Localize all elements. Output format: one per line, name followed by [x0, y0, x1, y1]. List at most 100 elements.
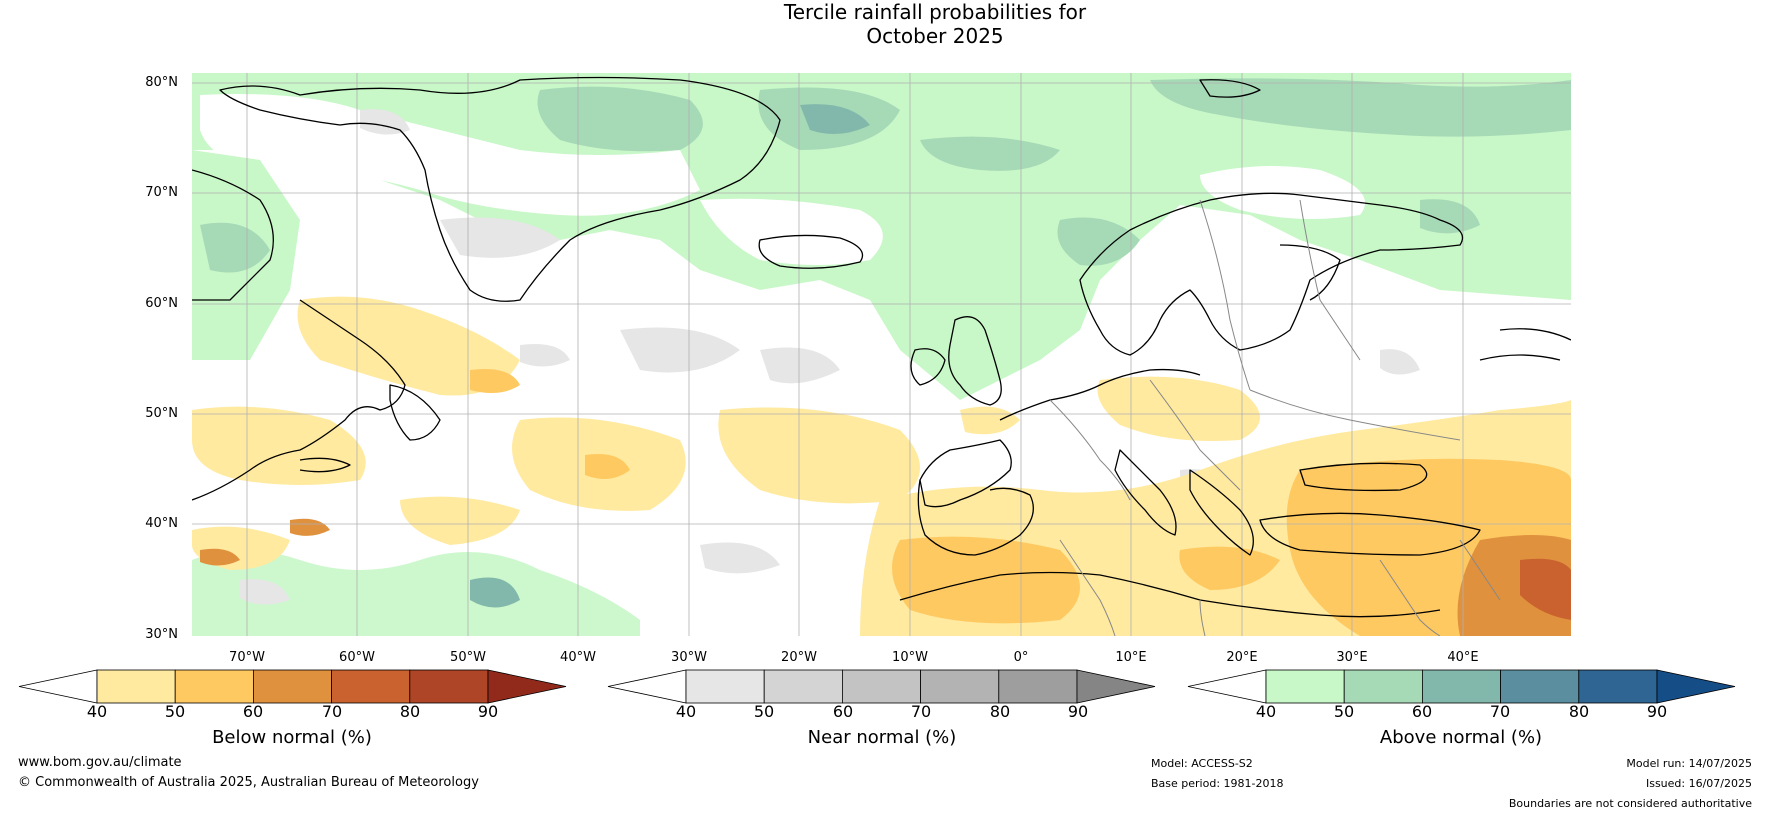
cbar-above-tick-80: 80 [1568, 702, 1590, 721]
cbar-near-bin-1 [763, 669, 843, 704]
coastlines [192, 76, 1571, 618]
cbar-near-tick-60: 60 [832, 702, 854, 721]
cbar-above-bin-0 [1265, 669, 1345, 704]
near-normal-patch [700, 542, 780, 574]
near-normal-patch [760, 347, 840, 384]
map-title: Tercile rainfall probabilities for Octob… [50, 0, 1770, 48]
footer-model: Model: ACCESS-S2 [1151, 757, 1253, 770]
footer-copyright: © Commonwealth of Australia 2025, Austra… [18, 775, 479, 790]
cbar-near-tick-80: 80 [989, 702, 1011, 721]
below-normal-region [1097, 376, 1260, 441]
footer-model-run: Model run: 14/07/2025 [1626, 757, 1752, 770]
lon-label-40w: 40°W [560, 650, 596, 665]
below-normal-region [960, 406, 1020, 435]
cbar-above-label: Above normal (%) [1379, 727, 1543, 748]
colorbars [18, 669, 1736, 704]
below-normal-60 [892, 536, 1080, 624]
footer-website: www.bom.gov.au/climate [18, 755, 182, 770]
cbar-above-bin-4 [1578, 669, 1658, 704]
cbar-above-bin-3 [1500, 669, 1580, 704]
title-line-2: October 2025 [866, 24, 1004, 48]
cbar-above-extend-low [1187, 669, 1267, 704]
neutral-patch [200, 94, 700, 216]
cbar-near-tick-90: 90 [1067, 702, 1089, 721]
footer-base-period: Base period: 1981-2018 [1151, 777, 1284, 790]
cbar-near-bin-3 [920, 669, 1000, 704]
above-normal-60 [1150, 78, 1571, 137]
below-normal-60 [585, 454, 630, 479]
near-normal-patch [620, 327, 740, 373]
cbar-near-label: Near normal (%) [807, 727, 957, 748]
below-normal-60 [470, 369, 520, 394]
cbar-near-extend-high [1076, 669, 1156, 704]
above-normal-region [192, 550, 640, 636]
near-normal-patch [1380, 349, 1420, 375]
lon-label-70w: 70°W [229, 650, 265, 665]
lon-label-50w: 50°W [450, 650, 486, 665]
near-normal-patch [440, 217, 560, 258]
cbar-near-tick-40: 40 [675, 702, 697, 721]
below-normal-60 [1179, 546, 1280, 590]
lon-label-20w: 20°W [781, 650, 817, 665]
lon-label-10e: 10°E [1115, 650, 1147, 665]
graticule [192, 73, 1571, 636]
lat-label-40n: 40°N [145, 516, 178, 531]
cbar-below-tick-90: 90 [477, 702, 499, 721]
cbar-above-tick-90: 90 [1646, 702, 1668, 721]
cbar-below-extend-high [487, 669, 567, 704]
lon-label-20e: 20°E [1226, 650, 1258, 665]
below-normal-region [297, 296, 520, 396]
footer-disclaimer: Boundaries are not considered authoritat… [1508, 797, 1752, 810]
below-normal-70 [290, 518, 330, 536]
lat-label-50n: 50°N [145, 406, 178, 421]
cbar-above-tick-50: 50 [1333, 702, 1355, 721]
above-normal-60 [1057, 217, 1140, 266]
below-normal-region [192, 406, 366, 485]
lat-label-70n: 70°N [145, 185, 178, 200]
cbar-below-label: Below normal (%) [212, 727, 372, 748]
country-borders [1049, 199, 1501, 636]
near-normal-patch [520, 344, 570, 367]
lat-label-80n: 80°N [145, 75, 178, 90]
cbar-below-bin-4 [409, 669, 489, 704]
cbar-near-tick-70: 70 [910, 702, 932, 721]
cbar-below-tick-70: 70 [321, 702, 343, 721]
neutral-patch [700, 198, 883, 265]
above-normal-60 [920, 136, 1060, 171]
cbar-above-tick-40: 40 [1255, 702, 1277, 721]
above-normal-60 [537, 86, 703, 152]
title-line-1: Tercile rainfall probabilities for [783, 0, 1087, 24]
cbar-near-bin-4 [998, 669, 1078, 704]
map-field [192, 73, 1571, 636]
cbar-above-bin-1 [1343, 669, 1423, 704]
cbar-below-tick-60: 60 [242, 702, 264, 721]
cbar-above-bin-2 [1422, 669, 1502, 704]
footer-issued: Issued: 16/07/2025 [1645, 777, 1752, 790]
cbar-below-tick-80: 80 [399, 702, 421, 721]
near-normal-patch [360, 109, 410, 135]
cbar-below-tick-50: 50 [164, 702, 186, 721]
cbar-above-tick-60: 60 [1411, 702, 1433, 721]
lat-label-30n: 30°N [145, 627, 178, 642]
lon-label-60w: 60°W [339, 650, 375, 665]
lon-label-40e: 40°E [1447, 650, 1479, 665]
lon-label-0: 0° [1013, 650, 1029, 665]
below-normal-region [718, 407, 920, 504]
below-normal-70 [200, 548, 240, 566]
below-normal-80 [1520, 558, 1571, 620]
near-normal-patch [240, 579, 290, 605]
cbar-below-extend-low [18, 669, 98, 704]
cbar-near-tick-50: 50 [753, 702, 775, 721]
cbar-near-extend-low [607, 669, 687, 704]
neutral-patch [1200, 166, 1365, 219]
above-normal-60 [1420, 199, 1480, 234]
above-normal-70 [800, 104, 870, 134]
cbar-near-bin-0 [685, 669, 765, 704]
cbar-below-tick-40: 40 [86, 702, 108, 721]
above-normal-60 [470, 577, 520, 608]
below-normal-region [400, 496, 520, 545]
lon-label-30e: 30°E [1336, 650, 1368, 665]
cbar-below-bin-1 [174, 669, 254, 704]
cbar-below-bin-3 [331, 669, 411, 704]
